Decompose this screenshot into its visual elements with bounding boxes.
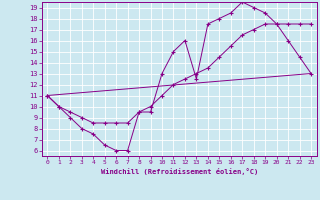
X-axis label: Windchill (Refroidissement éolien,°C): Windchill (Refroidissement éolien,°C) [100, 168, 258, 175]
